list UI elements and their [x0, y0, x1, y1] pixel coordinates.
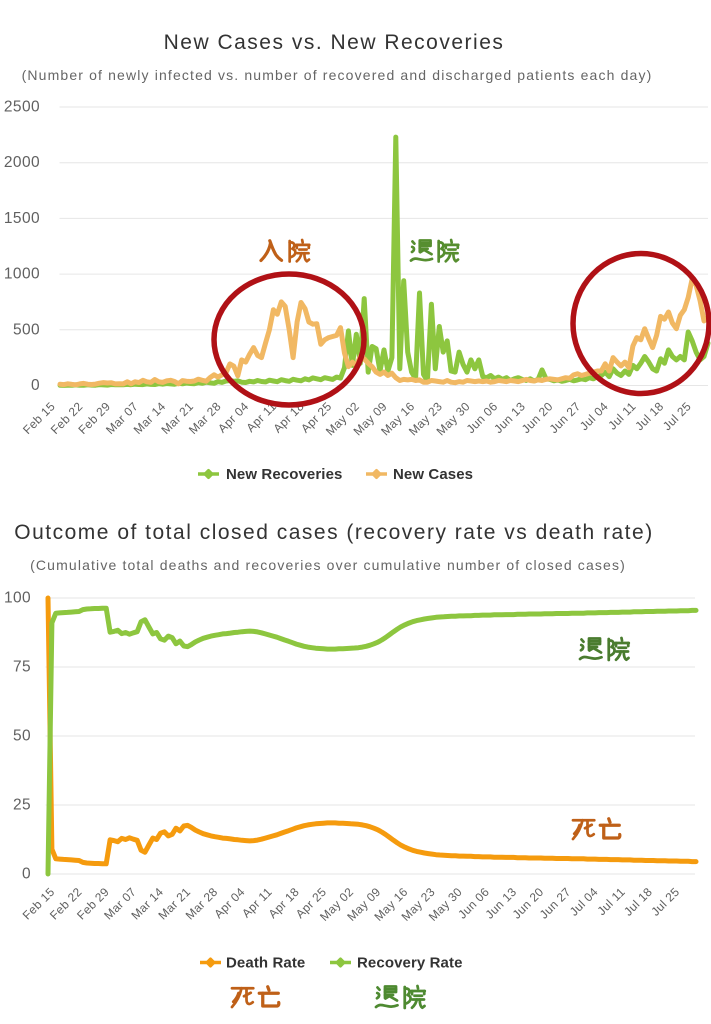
svg-text:500: 500 — [13, 321, 40, 338]
svg-text:0: 0 — [22, 866, 31, 883]
svg-text:2000: 2000 — [4, 154, 40, 171]
svg-text:75: 75 — [13, 659, 31, 676]
svg-text:50: 50 — [13, 728, 31, 745]
svg-text:Recovery Rate: Recovery Rate — [357, 955, 463, 972]
svg-text:100: 100 — [4, 590, 31, 607]
svg-text:1000: 1000 — [4, 266, 40, 283]
svg-text:Outcome of total closed cases: Outcome of total closed cases (recovery … — [14, 521, 653, 544]
svg-text:New Cases: New Cases — [393, 466, 473, 483]
svg-text:(Number of newly infected vs.: (Number of newly infected vs. number of … — [22, 67, 653, 83]
svg-text:0: 0 — [31, 377, 40, 394]
svg-text:Death Rate: Death Rate — [226, 955, 305, 972]
svg-text:New Cases vs. New Recoveries: New Cases vs. New Recoveries — [164, 31, 505, 54]
svg-text:1500: 1500 — [4, 210, 40, 227]
svg-text:2500: 2500 — [4, 99, 40, 116]
svg-text:25: 25 — [13, 797, 31, 814]
svg-text:(Cumulative total deaths and r: (Cumulative total deaths and recoveries … — [30, 557, 626, 573]
svg-text:New Recoveries: New Recoveries — [226, 466, 342, 483]
